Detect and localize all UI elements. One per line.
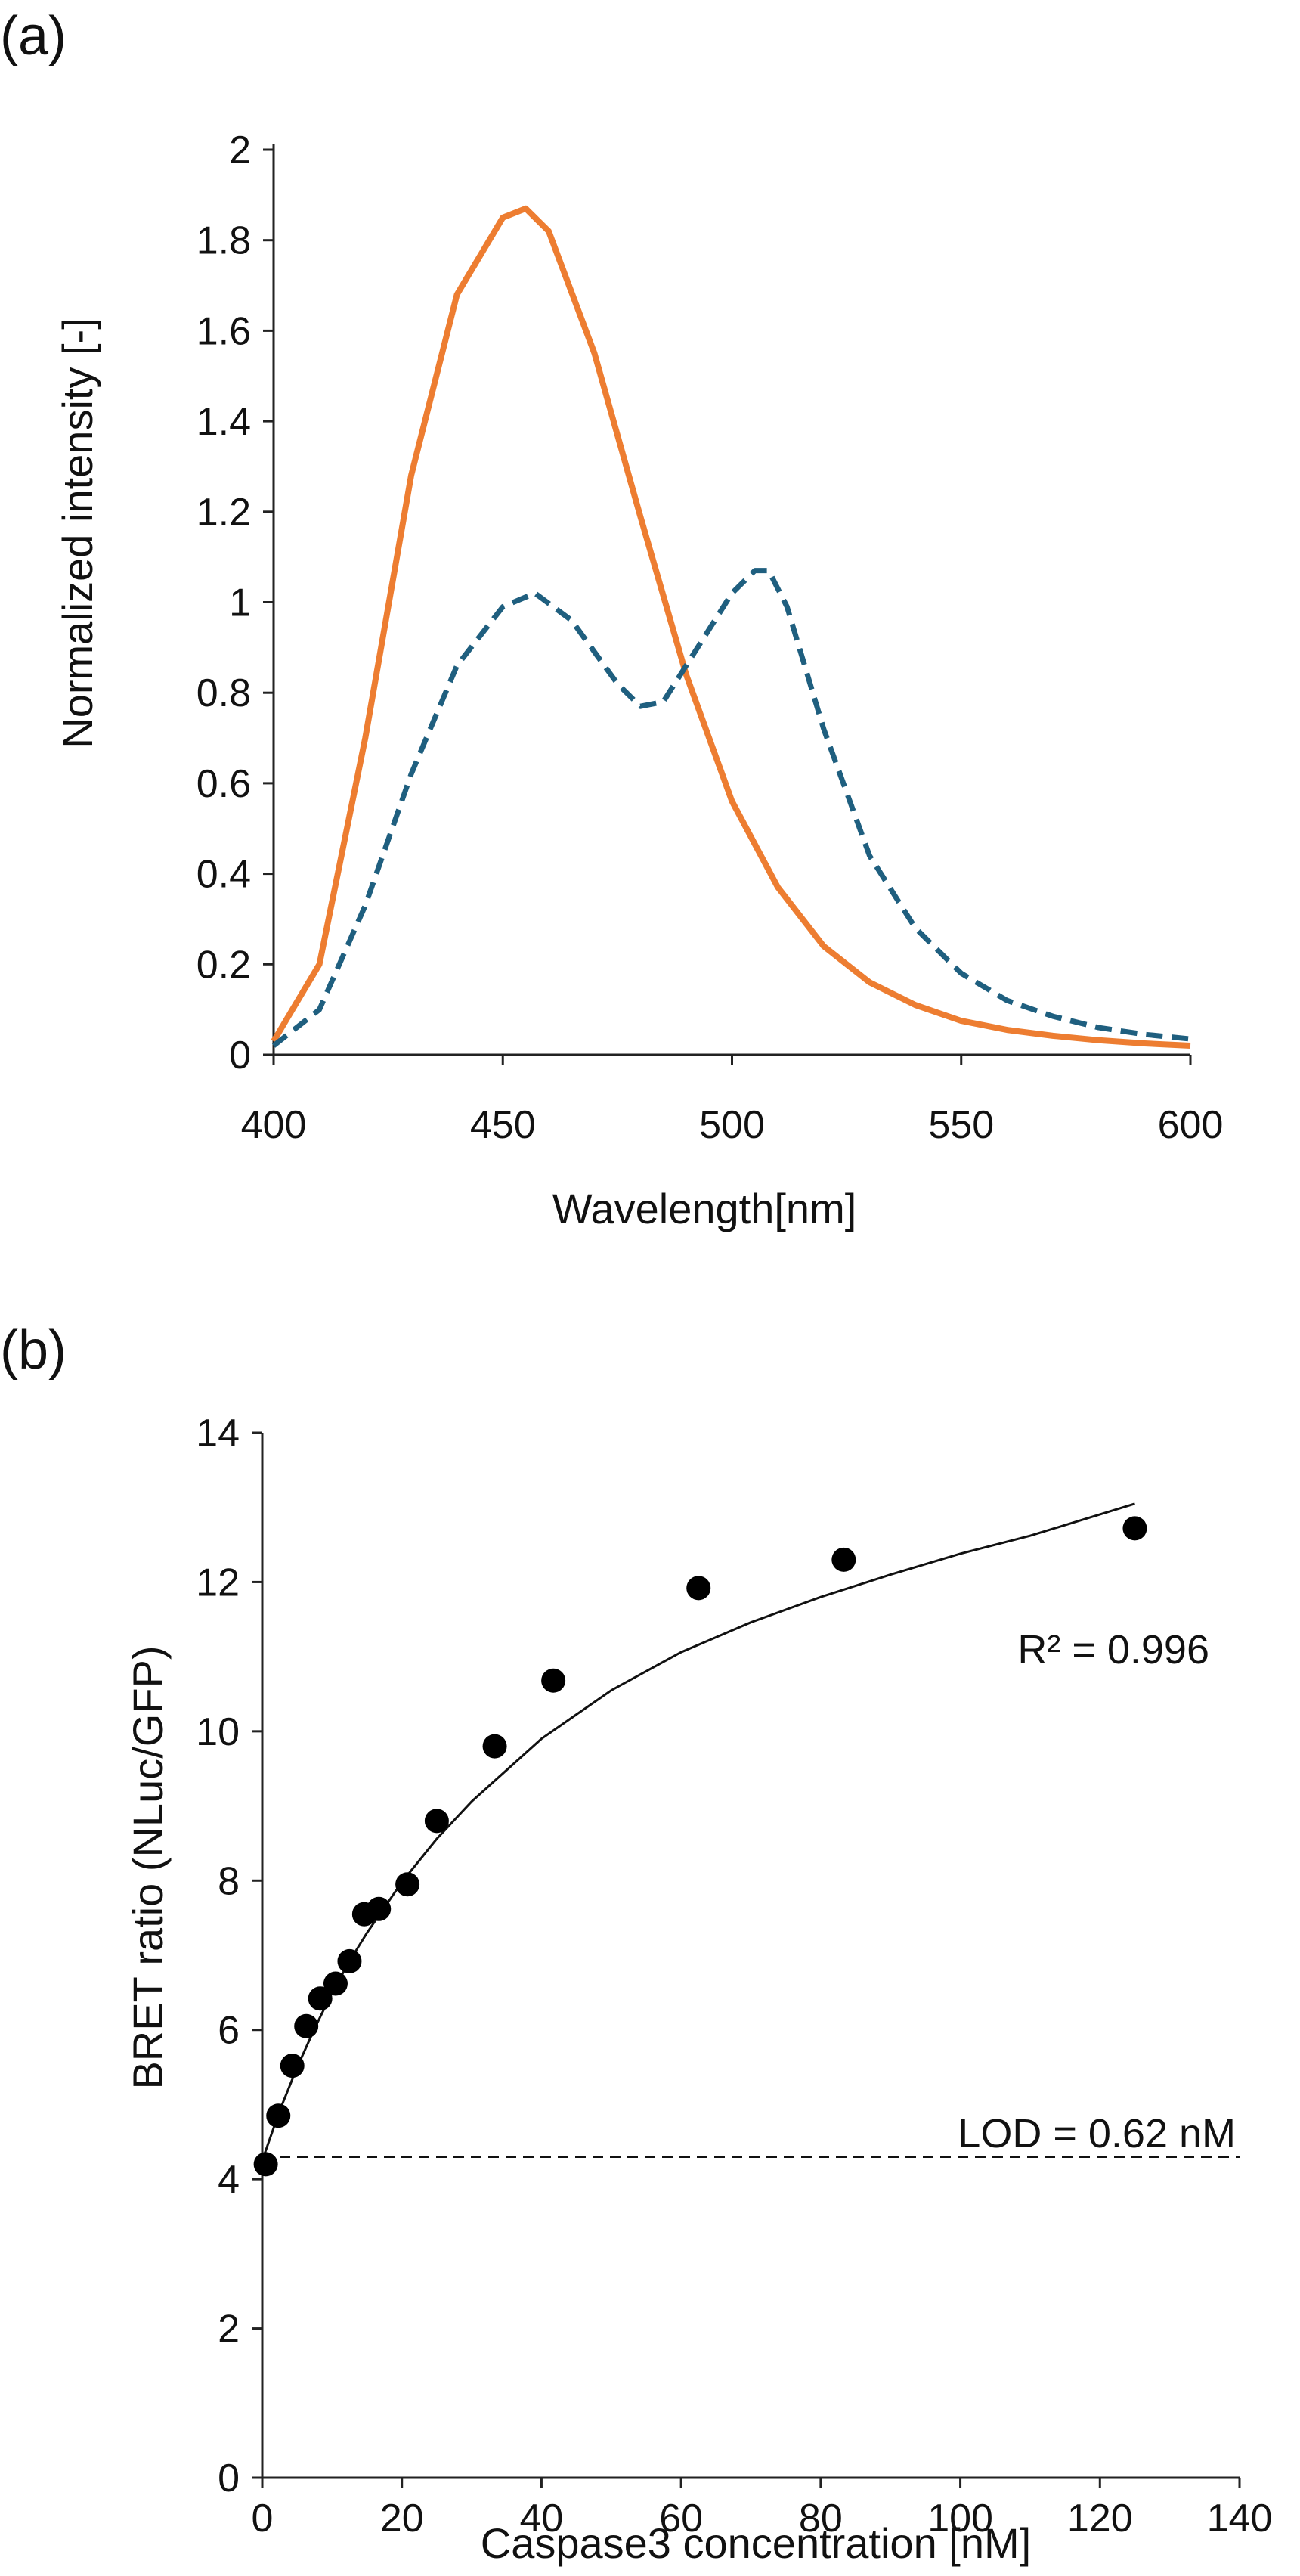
data-point bbox=[294, 2013, 319, 2038]
y-tick-label: 14 bbox=[196, 1412, 240, 1455]
y-tick-label: 2 bbox=[229, 129, 251, 172]
x-tick-label: 400 bbox=[241, 1103, 307, 1147]
data-point bbox=[323, 1971, 348, 1996]
x-tick-label: 500 bbox=[699, 1103, 765, 1147]
y-tick-label: 1 bbox=[229, 581, 251, 625]
y-tick-label: 4 bbox=[218, 2158, 240, 2202]
data-point bbox=[280, 2054, 305, 2078]
r-squared-annotation: R² = 0.996 bbox=[1017, 1627, 1209, 1672]
x-tick-label: 60 bbox=[659, 2497, 703, 2540]
y-tick-label: 0.2 bbox=[197, 943, 251, 987]
x-tick-label: 80 bbox=[799, 2497, 843, 2540]
x-tick-label: 140 bbox=[1207, 2497, 1273, 2540]
data-point bbox=[266, 2103, 291, 2128]
data-point bbox=[367, 1896, 392, 1921]
y-tick-label: 0.4 bbox=[197, 853, 251, 897]
y-tick-label: 1.2 bbox=[197, 491, 251, 535]
y-tick-label: 12 bbox=[196, 1561, 240, 1604]
data-point bbox=[308, 1986, 333, 2011]
data-point bbox=[1122, 1516, 1147, 1541]
y-tick-label: 0 bbox=[229, 1034, 251, 1077]
y-tick-label: 0 bbox=[218, 2457, 240, 2500]
y-tick-label: 8 bbox=[218, 1859, 240, 1903]
x-tick-label: 550 bbox=[928, 1103, 994, 1147]
panel-b-x-axis-label: Caspase3 concentration [nM] bbox=[481, 2519, 1031, 2567]
panel-a-x-axis-label: Wavelength[nm] bbox=[552, 1185, 857, 1232]
data-point bbox=[686, 1576, 711, 1601]
y-tick-label: 1.8 bbox=[197, 219, 251, 263]
x-tick-label: 120 bbox=[1067, 2497, 1133, 2540]
y-tick-label: 10 bbox=[196, 1710, 240, 1754]
y-tick-label: 1.6 bbox=[197, 309, 251, 353]
x-tick-label: 20 bbox=[380, 2497, 424, 2540]
panel-b-y-axis-label: BRET ratio (NLuc/GFP) bbox=[124, 1645, 172, 2089]
y-tick-label: 1.4 bbox=[197, 400, 251, 444]
lod-annotation: LOD = 0.62 nM bbox=[958, 2111, 1236, 2156]
panel-a-label: (a) bbox=[0, 6, 67, 67]
panel-b: (b) BRET ratio (NLuc/GFP) Caspase3 conce… bbox=[0, 1320, 1272, 2567]
data-point bbox=[541, 1668, 566, 1693]
data-point bbox=[482, 1734, 507, 1759]
x-tick-label: 600 bbox=[1158, 1103, 1224, 1147]
solid-spectrum-line bbox=[271, 205, 1191, 1049]
y-tick-label: 2 bbox=[218, 2308, 240, 2351]
y-tick-label: 0.8 bbox=[197, 671, 251, 715]
data-point bbox=[424, 1809, 449, 1834]
y-tick-label: 0.6 bbox=[197, 762, 251, 806]
x-tick-label: 0 bbox=[252, 2497, 274, 2540]
data-point bbox=[253, 2152, 278, 2177]
x-tick-label: 100 bbox=[927, 2497, 993, 2540]
panel-a-y-axis-label: Normalized intensity [-] bbox=[54, 318, 101, 749]
dashed-spectrum-line bbox=[271, 568, 1191, 1048]
panel-b-label: (b) bbox=[0, 1320, 67, 1381]
y-tick-label: 6 bbox=[218, 2009, 240, 2053]
panel-a: (a) Normalized intensity [-] Wavelength[… bbox=[0, 6, 1223, 1232]
data-point bbox=[337, 1948, 362, 1973]
x-tick-label: 40 bbox=[520, 2497, 564, 2540]
data-point bbox=[831, 1547, 856, 1572]
x-tick-label: 450 bbox=[470, 1103, 536, 1147]
fit-curve bbox=[261, 1502, 1135, 2161]
data-point bbox=[395, 1872, 420, 1897]
